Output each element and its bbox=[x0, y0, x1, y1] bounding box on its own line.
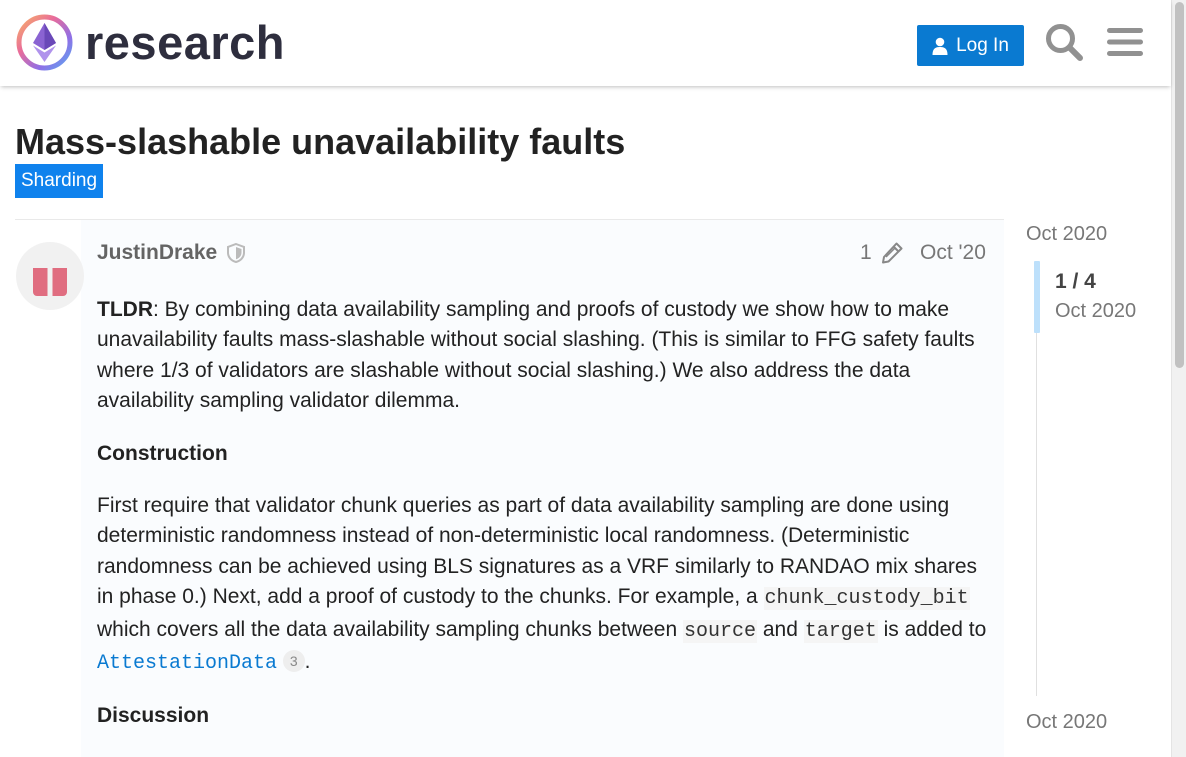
timeline-start-date[interactable]: Oct 2020 bbox=[1026, 223, 1108, 245]
post-content: TLDR: By combining data availability sam… bbox=[97, 295, 997, 754]
timeline-end-date[interactable]: Oct 2020 bbox=[1026, 711, 1108, 733]
attestation-data-link[interactable]: AttestationData bbox=[97, 652, 278, 676]
post-username[interactable]: JustinDrake bbox=[97, 241, 218, 264]
site-logo[interactable]: research bbox=[16, 14, 285, 71]
search-button[interactable] bbox=[1042, 20, 1086, 64]
hamburger-icon bbox=[1107, 28, 1143, 56]
login-label: Log In bbox=[956, 34, 1009, 56]
topic-divider bbox=[15, 219, 1004, 220]
code-source: source bbox=[682, 619, 757, 643]
scrollbar-thumb[interactable] bbox=[1175, 2, 1184, 368]
logo-text: research bbox=[85, 15, 285, 69]
tldr-label: TLDR bbox=[97, 298, 153, 321]
ethereum-logo-icon bbox=[16, 14, 73, 71]
post-date[interactable]: Oct '20 bbox=[920, 241, 986, 264]
timeline-track[interactable] bbox=[1036, 262, 1037, 696]
page-scrollbar[interactable] bbox=[1171, 0, 1186, 757]
login-button[interactable]: Log In bbox=[917, 25, 1024, 66]
avatar-letter-icon bbox=[33, 264, 67, 296]
hamburger-menu-button[interactable] bbox=[1103, 20, 1147, 64]
code-chunk-custody-bit: chunk_custody_bit bbox=[763, 587, 970, 611]
code-target: target bbox=[803, 619, 878, 643]
timeline-handle[interactable] bbox=[1034, 261, 1040, 333]
site-header: research Log In bbox=[0, 0, 1171, 86]
moderator-shield-icon bbox=[226, 242, 246, 268]
topic-title[interactable]: Mass-slashable unavailability faults bbox=[15, 121, 626, 162]
edit-count: 1 bbox=[860, 241, 872, 264]
user-icon bbox=[932, 37, 948, 55]
tldr-paragraph: TLDR: By combining data availability sam… bbox=[97, 298, 975, 413]
timeline-position-date: Oct 2020 bbox=[1055, 300, 1137, 322]
post-background bbox=[81, 220, 1004, 757]
search-icon bbox=[1046, 24, 1083, 61]
avatar[interactable] bbox=[16, 242, 84, 310]
edit-history-button[interactable]: 1 bbox=[860, 240, 904, 266]
link-click-count: 3 bbox=[282, 650, 305, 673]
category-badge[interactable]: Sharding bbox=[15, 164, 104, 198]
discussion-heading: Discussion bbox=[97, 704, 210, 728]
timeline-position: 1 / 4 bbox=[1055, 270, 1096, 293]
construction-heading: Construction bbox=[97, 441, 228, 465]
pencil-icon bbox=[881, 242, 903, 264]
construction-paragraph: First require that validator chunk queri… bbox=[97, 494, 987, 676]
